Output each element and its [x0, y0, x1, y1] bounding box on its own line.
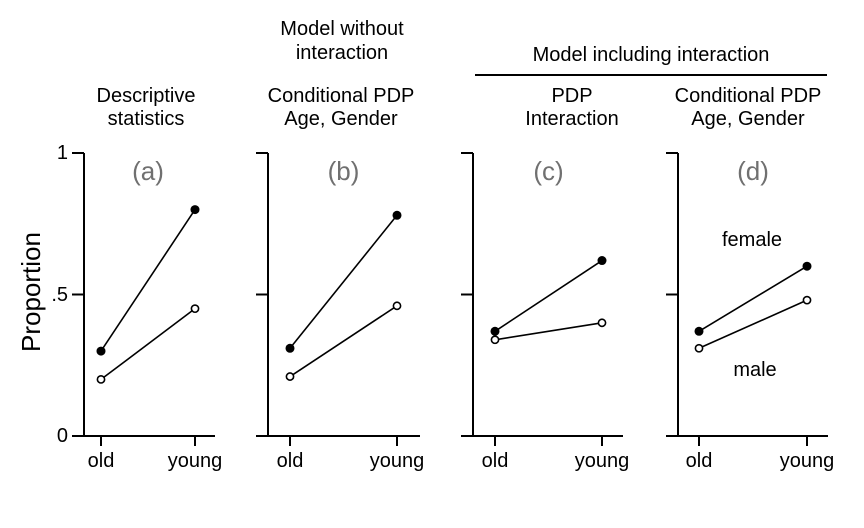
panel-c: old young (c) [461, 152, 630, 472]
series-line-male [289, 305, 398, 378]
x-category-label-young: young [575, 450, 630, 472]
data-point-female [285, 343, 295, 353]
panel-title-line: Conditional PDP [267, 85, 415, 107]
group-header-model-including-interaction: Model including interaction [475, 43, 827, 76]
panel-title-line: Age, Gender [284, 108, 398, 130]
data-point-male [597, 318, 607, 328]
x-category-label-old: old [88, 450, 115, 472]
series-annotation-male: male [733, 359, 776, 381]
panel-title-line: Age, Gender [691, 108, 805, 130]
panel-title-b: Conditional PDP Age, Gender [231, 85, 451, 131]
panel-letter-a: (a) [132, 156, 164, 186]
y-tick-label-05: .5 [51, 284, 68, 306]
data-point-male [694, 343, 704, 353]
series-line-female [698, 265, 808, 332]
data-point-male [392, 301, 402, 311]
panel-title-c: PDP Interaction [462, 85, 682, 131]
x-category-label-young: young [780, 450, 835, 472]
series-line-male [698, 299, 808, 350]
panel-b: old young (b) [256, 152, 425, 472]
panel-title-line: Conditional PDP [674, 85, 822, 107]
data-point-female [802, 261, 812, 271]
data-point-female [96, 346, 106, 356]
data-point-male [490, 335, 500, 345]
panel-title-d: Conditional PDP Age, Gender [638, 85, 858, 131]
data-point-female [190, 205, 200, 215]
panel-letter-d: (d) [737, 156, 769, 186]
series-line-male [100, 308, 196, 381]
panel-d: old young (d) [666, 152, 835, 472]
group-header-line: interaction [295, 42, 389, 64]
x-category-label-young: young [370, 450, 425, 472]
group-header-line: Model including interaction [532, 44, 770, 66]
data-point-male [190, 304, 200, 314]
panel-letter-c: (c) [533, 156, 563, 186]
x-category-label-old: old [482, 450, 509, 472]
series-line-female [100, 209, 196, 352]
y-tick-label-1: 1 [56, 142, 68, 164]
series-annotation-female: female [722, 229, 782, 251]
panel-title-line: Descriptive [96, 85, 196, 107]
series-line-female [494, 259, 603, 332]
data-point-female [392, 210, 402, 220]
series-line-male [494, 322, 603, 341]
x-category-label-old: old [277, 450, 304, 472]
data-point-female [694, 326, 704, 336]
group-header-model-without-interaction: Model without interaction [242, 17, 442, 65]
x-category-label-young: young [168, 450, 223, 472]
series-line-female [289, 214, 398, 349]
data-point-male [802, 295, 812, 305]
panel-letter-b: (b) [328, 156, 360, 186]
data-point-male [285, 372, 295, 381]
panel-title-a: Descriptive statistics [36, 85, 256, 131]
data-point-female [490, 326, 500, 336]
x-category-label-old: old [686, 450, 713, 472]
data-point-male [96, 374, 106, 384]
panel-title-line: statistics [107, 108, 185, 130]
group-header-line: Model without [280, 18, 404, 40]
y-tick-label-0: 0 [56, 425, 68, 447]
panel-title-line: PDP [551, 85, 593, 107]
data-point-female [597, 256, 607, 266]
panel-title-line: Interaction [525, 108, 619, 130]
panel-a: old young (a) [72, 152, 223, 472]
